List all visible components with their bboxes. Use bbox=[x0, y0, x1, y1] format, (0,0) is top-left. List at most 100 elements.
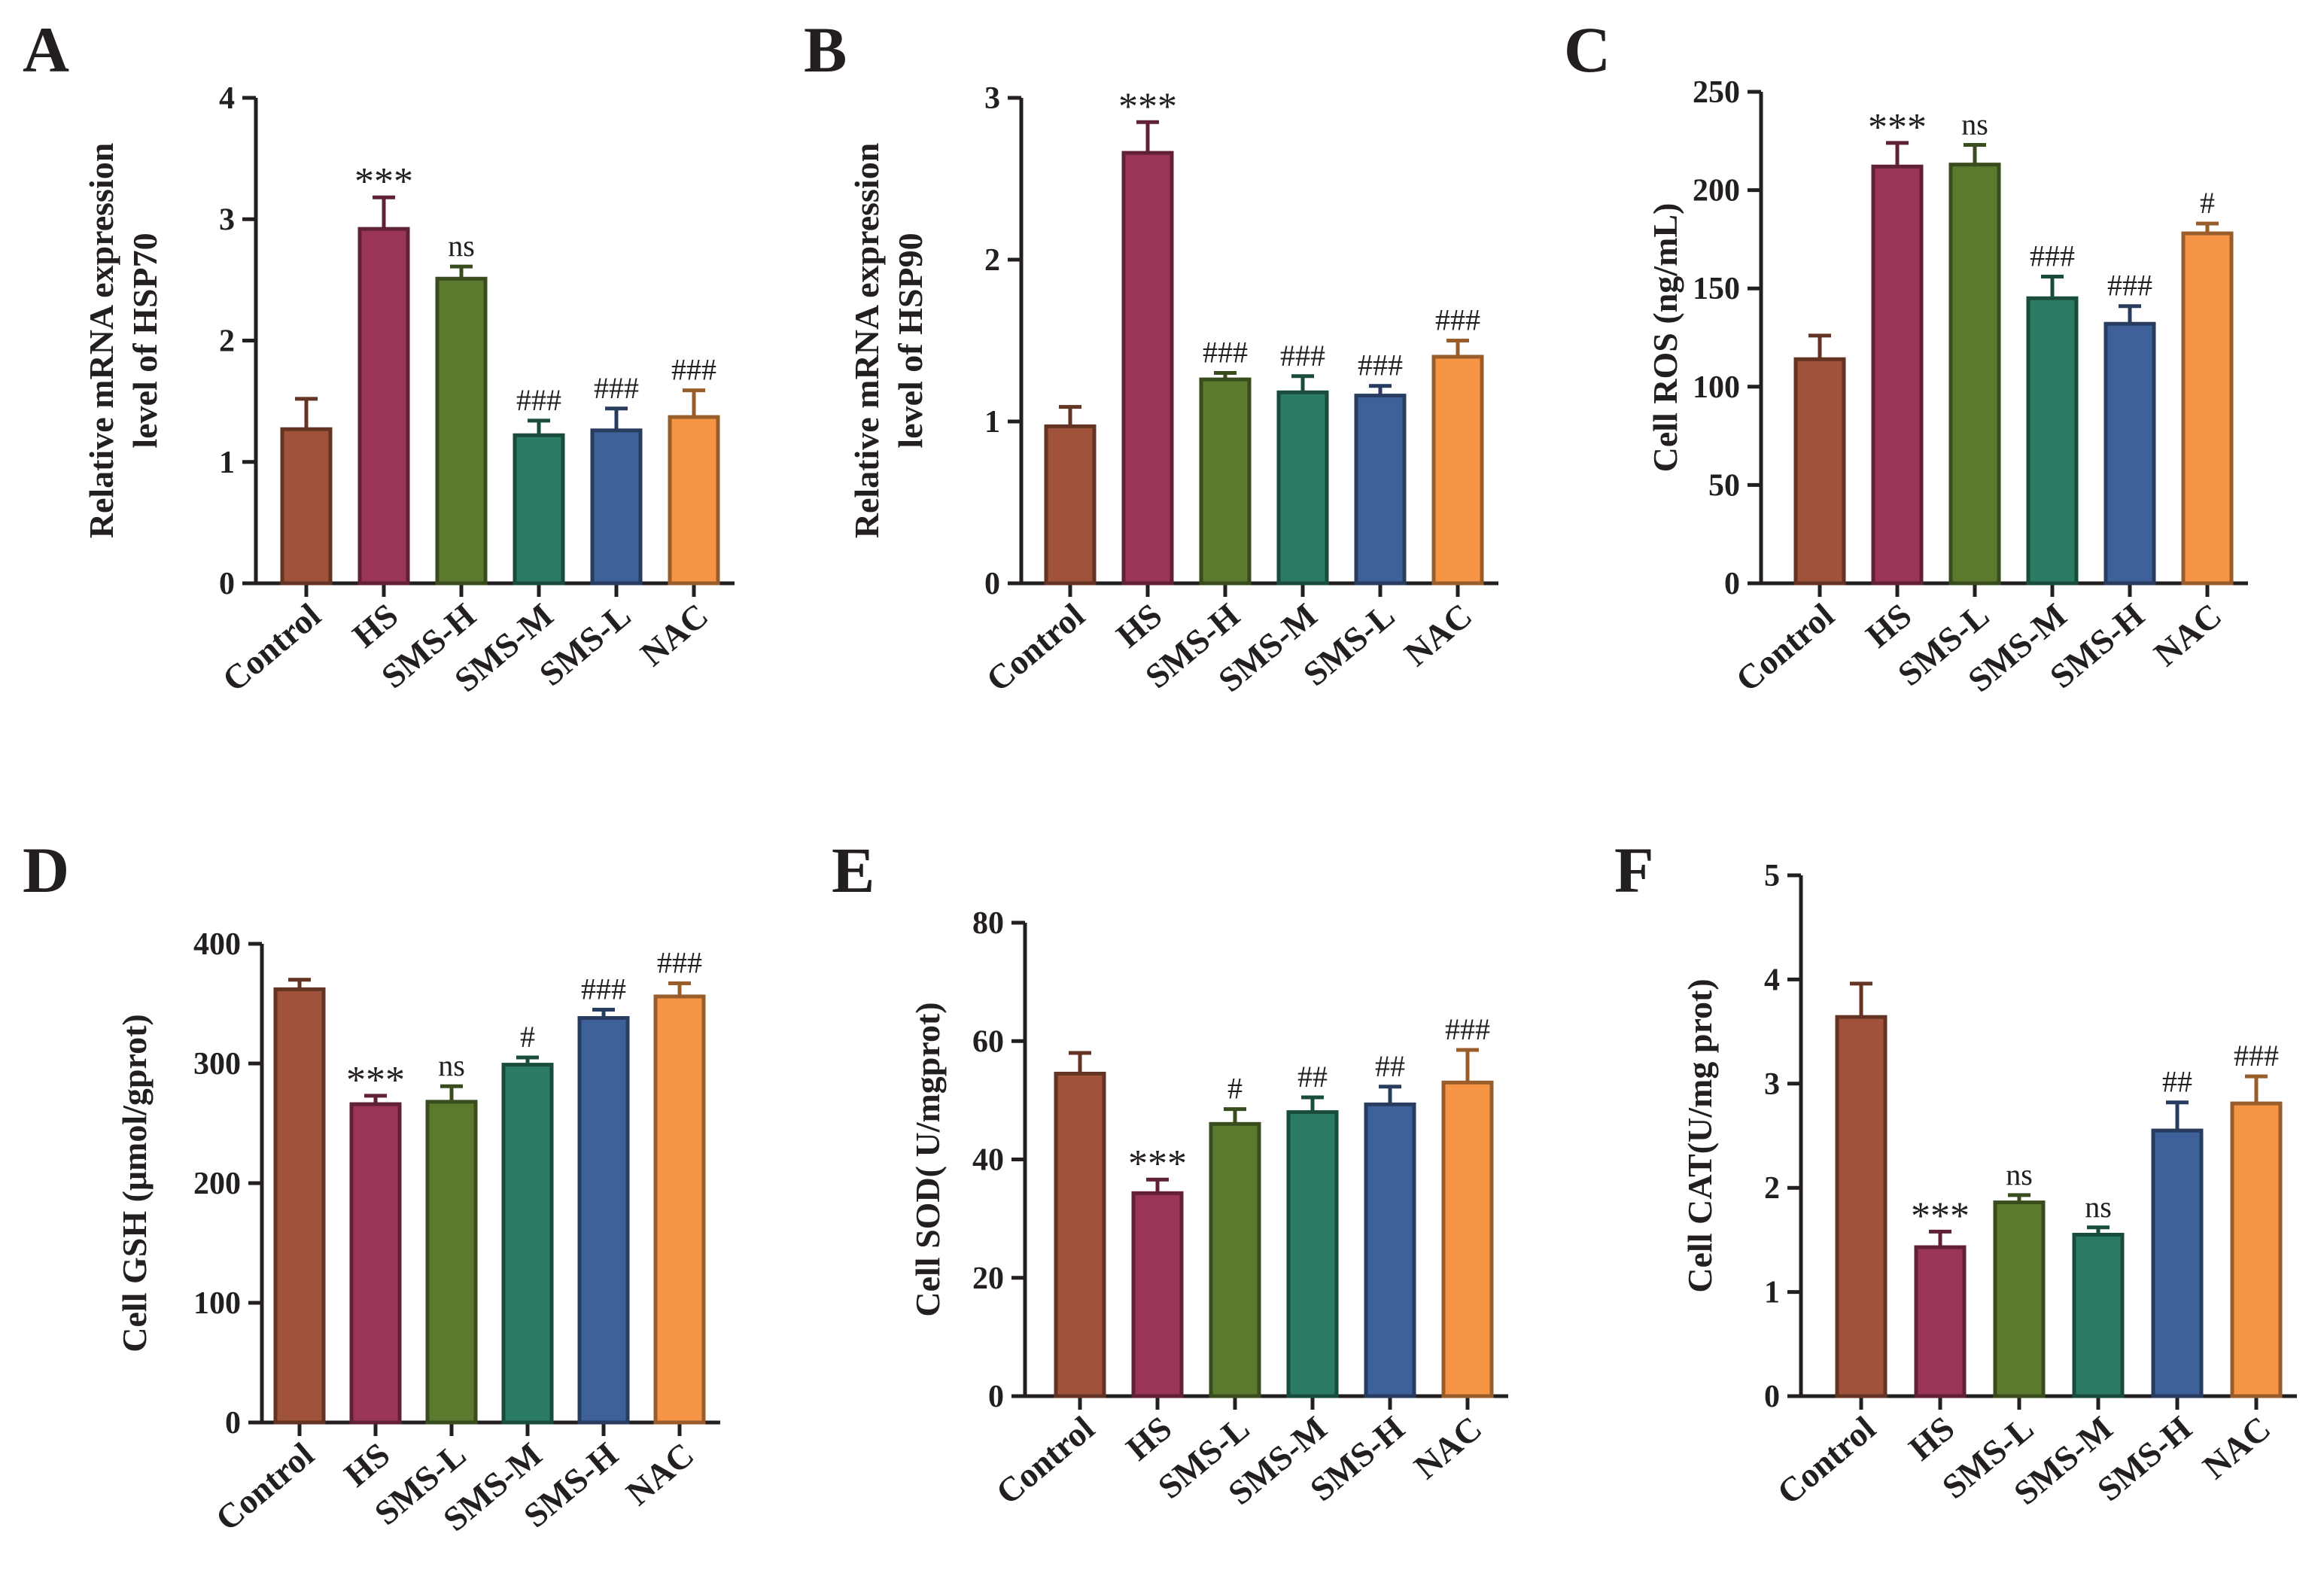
bar-SMS-M bbox=[2026, 296, 2079, 586]
panel-b: B 0 1 2 3 Relative mRNA expression level of HS… bbox=[804, 14, 1498, 699]
category-label: NAC bbox=[2195, 1409, 2277, 1486]
panel-letter: A bbox=[23, 14, 69, 86]
category-label: NAC bbox=[1397, 596, 1479, 674]
y-tick-label: 0 bbox=[225, 1406, 241, 1441]
category-label: HS bbox=[1119, 1409, 1179, 1468]
significance-label: ### bbox=[516, 383, 561, 417]
y-tick-label: 3 bbox=[984, 81, 1000, 116]
y-axis-title-line: Cell ROS (ng/mL) bbox=[1646, 203, 1684, 473]
y-tick-label: 100 bbox=[1693, 370, 1740, 405]
bar-SMS-L bbox=[1948, 163, 2001, 586]
significance-label: ### bbox=[2030, 239, 2075, 273]
category-label: SMS-L bbox=[1296, 596, 1401, 693]
significance-label: *** bbox=[346, 1059, 405, 1102]
bar-NAC bbox=[2230, 1101, 2283, 1398]
y-axis-title-line: Relative mRNA expression bbox=[82, 143, 120, 539]
bar-SMS-H bbox=[577, 1016, 630, 1425]
bar-NAC bbox=[2181, 231, 2234, 586]
y-axis-title-line: level of HSP70 bbox=[126, 233, 164, 448]
y-axis-title: Relative mRNA expression level of HSP90 bbox=[847, 143, 929, 539]
y-tick-label: 100 bbox=[193, 1286, 241, 1321]
bar-HS bbox=[1871, 164, 1924, 586]
significance-label: ### bbox=[1280, 339, 1325, 373]
category-label: Control bbox=[208, 1435, 321, 1538]
bar-HS bbox=[349, 1102, 402, 1425]
category-label: Control bbox=[1729, 596, 1842, 699]
significance-label: ### bbox=[671, 353, 716, 387]
y-axis-title: Cell GSH (μmol/gprot) bbox=[115, 1014, 154, 1352]
significance-label: ### bbox=[594, 371, 639, 405]
category-label: HS bbox=[1859, 596, 1919, 656]
y-tick-label: 0 bbox=[1724, 567, 1740, 601]
significance-label: *** bbox=[354, 160, 413, 203]
y-tick-label: 0 bbox=[1764, 1380, 1780, 1414]
y-tick-label: 0 bbox=[988, 1380, 1004, 1414]
panel-letter: D bbox=[23, 834, 69, 906]
y-tick-label: 400 bbox=[193, 927, 241, 962]
significance-label: ### bbox=[657, 945, 702, 979]
y-tick-label: 1 bbox=[219, 446, 235, 480]
bar-NAC bbox=[653, 994, 706, 1425]
bar-SMS-M bbox=[2072, 1232, 2125, 1398]
y-axis-title: Cell CAT(U/mg prot) bbox=[1681, 978, 1719, 1292]
panel-letter: E bbox=[832, 834, 875, 906]
category-label: NAC bbox=[633, 596, 715, 674]
y-tick-label: 1 bbox=[984, 405, 1000, 440]
bar-Control bbox=[1044, 424, 1097, 586]
bar-SMS-H bbox=[1199, 377, 1252, 586]
significance-label: ### bbox=[1435, 303, 1480, 337]
bar-NAC bbox=[1441, 1080, 1494, 1398]
bar-SMS-M bbox=[1286, 1110, 1339, 1398]
bar-SMS-L bbox=[1993, 1200, 2046, 1398]
bar-SMS-M bbox=[1276, 390, 1329, 586]
y-tick-label: 5 bbox=[1764, 859, 1780, 893]
y-axis-title: Cell ROS (ng/mL) bbox=[1646, 203, 1684, 473]
panel-letter: B bbox=[804, 14, 847, 86]
category-label: HS bbox=[1902, 1409, 1962, 1468]
y-tick-label: 20 bbox=[972, 1261, 1004, 1296]
significance-label: *** bbox=[1868, 106, 1927, 149]
y-axis-title-line: Cell CAT(U/mg prot) bbox=[1681, 978, 1719, 1292]
significance-label: # bbox=[2200, 186, 2215, 220]
y-tick-label: 3 bbox=[1764, 1067, 1780, 1102]
significance-label: ## bbox=[1375, 1049, 1405, 1083]
bar-HS bbox=[1131, 1191, 1184, 1398]
category-label: HS bbox=[345, 596, 406, 656]
bar-NAC bbox=[1431, 354, 1484, 586]
y-tick-label: 200 bbox=[1693, 174, 1740, 208]
y-tick-label: 60 bbox=[972, 1024, 1004, 1059]
bar-SMS-H bbox=[435, 276, 488, 586]
y-tick-label: 2 bbox=[219, 324, 235, 359]
bar-Control bbox=[1793, 357, 1846, 586]
bar-NAC bbox=[668, 415, 720, 586]
category-label: Control bbox=[979, 596, 1092, 699]
y-tick-label: 40 bbox=[972, 1143, 1004, 1178]
y-tick-label: 50 bbox=[1708, 468, 1740, 503]
bar-SMS-L bbox=[425, 1100, 478, 1425]
category-label: NAC bbox=[619, 1435, 701, 1513]
bar-Control bbox=[1835, 1015, 1887, 1398]
significance-label: *** bbox=[1118, 85, 1177, 128]
significance-label: ### bbox=[2234, 1039, 2279, 1073]
significance-label: ### bbox=[1445, 1012, 1490, 1046]
bar-Control bbox=[1054, 1071, 1106, 1398]
bar-SMS-H bbox=[2151, 1128, 2204, 1398]
y-tick-label: 1 bbox=[1764, 1276, 1780, 1310]
significance-label: *** bbox=[1911, 1194, 1970, 1237]
significance-label: ### bbox=[1358, 348, 1403, 382]
panel-letter: F bbox=[1614, 834, 1654, 906]
bar-HS bbox=[1121, 151, 1174, 586]
y-axis-title-line: Cell SOD( U/mgprot) bbox=[908, 1002, 947, 1316]
y-tick-label: 300 bbox=[193, 1047, 241, 1082]
y-tick-label: 4 bbox=[1764, 963, 1780, 997]
y-tick-label: 2 bbox=[984, 243, 1000, 278]
y-axis-title: Relative mRNA expression level of HSP70 bbox=[82, 143, 164, 539]
category-label: Control bbox=[1770, 1409, 1883, 1512]
significance-label: ns bbox=[2085, 1190, 2112, 1224]
y-tick-label: 4 bbox=[219, 81, 235, 116]
significance-label: ### bbox=[2107, 269, 2152, 303]
panel-d: D 0 100 200 300 400 Cell GSH (μmol/gprot) Contr… bbox=[23, 834, 720, 1538]
category-label: SMS-L bbox=[532, 596, 637, 693]
category-label: NAC bbox=[2146, 596, 2228, 674]
